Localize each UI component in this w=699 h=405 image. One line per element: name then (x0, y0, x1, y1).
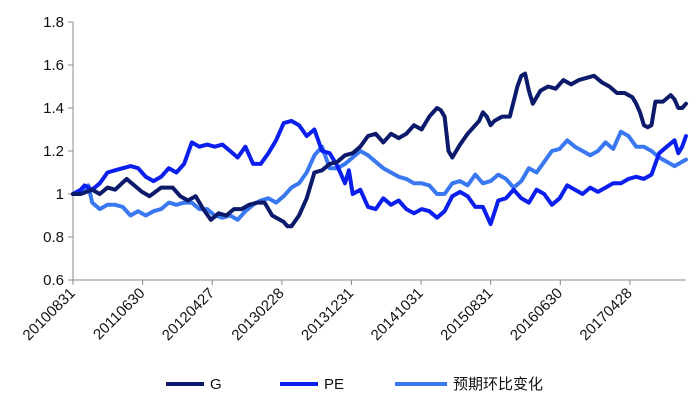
series-line-0 (71, 71, 688, 229)
series-line-1 (71, 118, 688, 227)
axes: 0.6 0.8 1 1.2 1.4 1.6 1.8 20100831 20110630 20120… (20, 14, 686, 344)
y-tick-label: 1.2 (43, 143, 64, 160)
y-tick-label: 1.6 (43, 57, 64, 74)
x-tick-label: 20141031 (368, 285, 427, 344)
legend-label-1: PE (324, 376, 344, 393)
y-tick-label: 0.6 (43, 272, 64, 289)
legend: G PE 预期环比变化 (166, 376, 543, 393)
y-tick-label: 0.8 (43, 229, 64, 246)
legend-label-2: 预期环比变化 (453, 376, 543, 393)
x-tick-label: 20120427 (159, 285, 218, 344)
x-tick-label: 20131231 (298, 285, 357, 344)
x-tick-label: 20160630 (507, 285, 566, 344)
x-tick-label: 20100831 (20, 285, 79, 344)
x-tick-label: 20110630 (90, 285, 148, 343)
legend-label-0: G (210, 376, 222, 393)
series-layer (71, 71, 688, 229)
y-tick-label: 1.8 (43, 14, 64, 31)
x-tick-label: 20170428 (577, 285, 636, 344)
y-tick-label: 1 (56, 186, 64, 203)
x-tick-label: 20150831 (437, 285, 496, 344)
x-tick-label: 20130228 (228, 285, 287, 344)
series-line-2 (71, 129, 688, 222)
y-tick-label: 1.4 (43, 100, 64, 117)
